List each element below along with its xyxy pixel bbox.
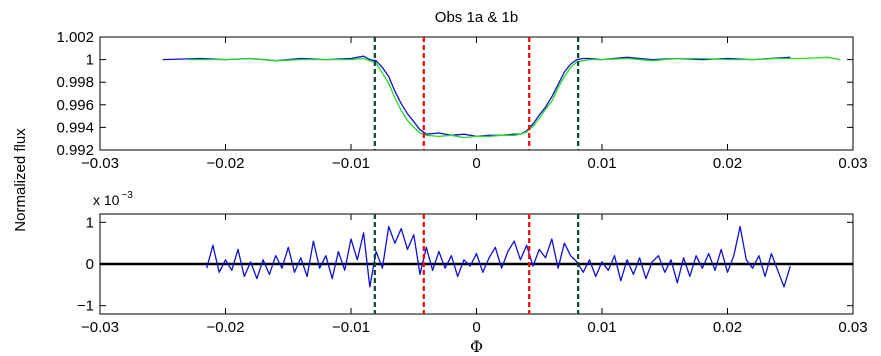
x-tick-label: −0.03: [81, 155, 119, 172]
x-tick-label: 0: [472, 155, 480, 172]
series-line-0: [162, 55, 791, 138]
x-tick-label: 0.02: [713, 319, 742, 336]
residual-scale-exponent: −3: [121, 190, 133, 201]
chart-title: Obs 1a & 1b: [435, 9, 518, 26]
x-tick-label: 0.01: [587, 319, 616, 336]
y-tick-label: 0: [86, 256, 94, 273]
x-tick-label: 0: [472, 319, 480, 336]
y-tick-label: 0.998: [56, 74, 94, 91]
x-tick-label: 0.01: [587, 155, 616, 172]
y-tick-label: 1: [86, 214, 94, 231]
y-tick-label: −1: [77, 298, 94, 315]
series-line-0: [206, 225, 791, 288]
residuals-panel: −0.03 −0.02 −0.01 0 0.01 0.02 0.03 −1 0 1: [77, 213, 868, 336]
plot-area: [100, 214, 853, 314]
x-axis-label: Φ: [470, 337, 483, 356]
x-tick-label: 0.02: [713, 155, 742, 172]
light-curve-panel: −0.03 −0.02 −0.01 0 0.01 0.02 0.03 0.992 0.994 0.…: [56, 29, 867, 172]
x-tick-label: 0.03: [838, 155, 867, 172]
x-tick-label: −0.01: [332, 319, 370, 336]
x-tick-label: −0.01: [332, 155, 370, 172]
plot-area: [162, 37, 841, 150]
y-axis-label: Normalized flux: [12, 128, 29, 232]
x-tick-label: 0.03: [838, 319, 867, 336]
x-tick-label: −0.02: [207, 319, 245, 336]
axes-frame: [99, 36, 854, 151]
y-tick-label: 0.994: [56, 119, 94, 136]
series-line-1: [187, 56, 841, 139]
y-tick-label: 1.002: [56, 29, 94, 46]
x-tick-label: −0.03: [81, 319, 119, 336]
residual-scale-base: x 10: [93, 192, 120, 208]
y-tick-label: 0.996: [56, 97, 94, 114]
residual-scale-multiplier: x 10 −3: [93, 190, 133, 208]
y-tick-label: 0.992: [56, 142, 94, 159]
y-tick-label: 1: [86, 52, 94, 69]
x-tick-label: −0.02: [207, 155, 245, 172]
